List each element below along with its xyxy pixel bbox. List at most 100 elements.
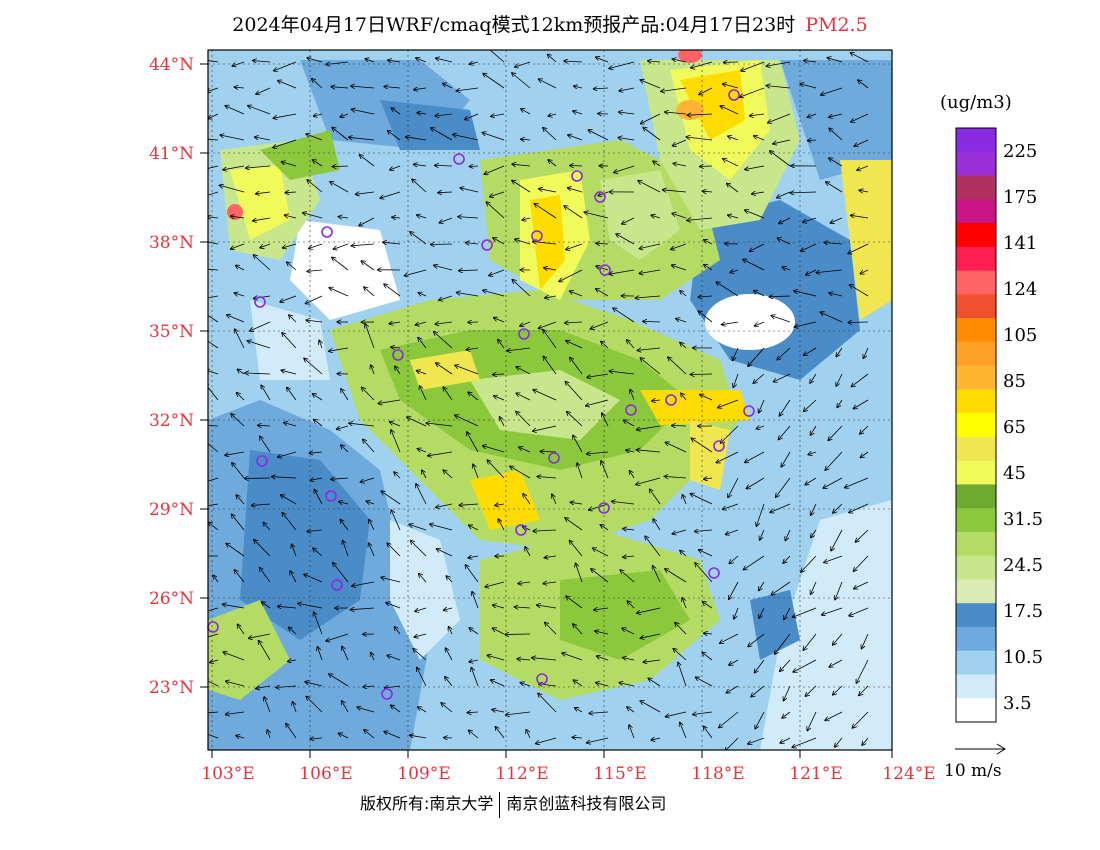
wind-arrow bbox=[287, 388, 297, 401]
wind-arrow bbox=[854, 399, 869, 409]
wind-arrow bbox=[332, 257, 349, 271]
wind-arrow bbox=[860, 425, 869, 434]
wind-arrow bbox=[830, 217, 843, 223]
wind-arrow bbox=[696, 677, 713, 687]
color-legend-bar bbox=[955, 127, 997, 723]
wind-arrow bbox=[388, 131, 401, 141]
wind-arrow bbox=[314, 612, 323, 635]
wind-arrow bbox=[771, 316, 791, 323]
wind-arrow bbox=[627, 340, 635, 349]
wind-arrow bbox=[766, 86, 791, 89]
wind-arrow bbox=[234, 293, 245, 296]
wind-arrow bbox=[314, 490, 323, 505]
wind-arrow bbox=[648, 678, 661, 687]
wind-arrow bbox=[416, 58, 427, 63]
wind-arrow bbox=[416, 484, 427, 505]
wind-arrow bbox=[616, 234, 635, 245]
wind-arrow bbox=[729, 659, 739, 665]
wind-arrow bbox=[780, 737, 791, 743]
wind-arrow bbox=[732, 347, 739, 360]
wind-arrow bbox=[357, 707, 375, 713]
wind-arrow bbox=[723, 159, 739, 167]
wind-arrow bbox=[824, 555, 843, 563]
wind-arrow bbox=[698, 311, 713, 323]
wind-arrow bbox=[653, 161, 661, 167]
wind-arrow bbox=[285, 215, 297, 218]
wind-arrow bbox=[231, 216, 245, 218]
wind-arrow bbox=[794, 291, 817, 297]
wind-arrow bbox=[444, 608, 453, 610]
wind-arrow bbox=[307, 530, 323, 532]
wind-arrow bbox=[836, 373, 843, 386]
wind-arrow bbox=[652, 400, 661, 401]
wind-arrow bbox=[460, 188, 479, 193]
wind-arrow bbox=[391, 705, 401, 713]
wind-arrow bbox=[391, 510, 401, 531]
wind-arrow bbox=[415, 607, 427, 611]
wind-arrow bbox=[704, 633, 713, 634]
wind-arrow bbox=[750, 114, 765, 116]
wind-arrow bbox=[435, 165, 453, 166]
wind-arrow bbox=[342, 646, 349, 661]
wind-arrow bbox=[570, 291, 583, 297]
wind-arrow bbox=[380, 191, 401, 198]
wind-arrow bbox=[672, 59, 687, 63]
wind-arrow bbox=[672, 213, 687, 219]
lon-label-121e: 121°E bbox=[789, 764, 843, 784]
wind-arrow bbox=[745, 210, 765, 219]
wind-arrow bbox=[430, 524, 453, 531]
wind-arrow bbox=[498, 519, 505, 531]
wind-arrow bbox=[733, 373, 739, 387]
wind-arrow bbox=[718, 399, 739, 408]
wind-arrow bbox=[483, 74, 505, 89]
wind-arrow bbox=[331, 478, 349, 479]
wind-arrow bbox=[770, 151, 791, 167]
wind-arrow bbox=[445, 677, 453, 687]
wind-arrow bbox=[411, 541, 427, 557]
wind-arrow bbox=[415, 321, 427, 325]
wind-arrow bbox=[436, 58, 453, 63]
wind-arrow bbox=[756, 503, 765, 526]
wind-arrow bbox=[640, 633, 661, 638]
legend-swatch bbox=[956, 484, 996, 509]
footer-company: 南京创蓝科技有限公司 bbox=[506, 794, 667, 813]
wind-arrow bbox=[236, 736, 245, 738]
wind-arrow bbox=[596, 243, 609, 244]
footer-credits: 版权所有:南京大学 南京创蓝科技有限公司 bbox=[360, 790, 666, 818]
wind-arrow bbox=[596, 289, 609, 297]
wind-arrow bbox=[829, 128, 843, 141]
wind-arrow bbox=[333, 166, 349, 167]
wind-arrow bbox=[672, 426, 687, 427]
wind-arrow bbox=[746, 477, 765, 489]
wind-arrow bbox=[680, 291, 687, 297]
wind-arrow bbox=[314, 114, 323, 116]
legend-swatch bbox=[956, 626, 996, 652]
wind-arrow bbox=[260, 243, 271, 248]
wind-arrow bbox=[806, 269, 817, 275]
wind-arrow bbox=[505, 634, 531, 635]
wind-arrow bbox=[208, 424, 219, 427]
wind-arrow bbox=[835, 737, 843, 747]
wind-arrow bbox=[384, 732, 401, 739]
wind-arrow bbox=[208, 138, 219, 141]
wind-arrow bbox=[748, 347, 765, 366]
wind-arrow bbox=[723, 84, 739, 89]
wind-arrow bbox=[391, 347, 401, 348]
wind-arrow bbox=[804, 399, 817, 411]
wind-arrow bbox=[854, 581, 869, 589]
wind-arrow bbox=[261, 385, 271, 401]
wind-arrow bbox=[234, 570, 245, 583]
wind-arrow bbox=[273, 113, 297, 118]
wind-arrow bbox=[756, 426, 765, 429]
wind-arrow bbox=[695, 563, 713, 583]
wind-arrow bbox=[208, 191, 219, 196]
wind-arrow bbox=[691, 438, 713, 453]
wind-arrow bbox=[381, 577, 401, 583]
wind-arrow bbox=[237, 393, 245, 401]
wind-arrow bbox=[570, 358, 583, 375]
wind-arrow bbox=[810, 425, 817, 435]
wind-arrow bbox=[593, 548, 609, 557]
wind-arrow bbox=[420, 386, 427, 401]
wind-arrow bbox=[719, 711, 739, 728]
wind-arrow bbox=[807, 114, 817, 117]
